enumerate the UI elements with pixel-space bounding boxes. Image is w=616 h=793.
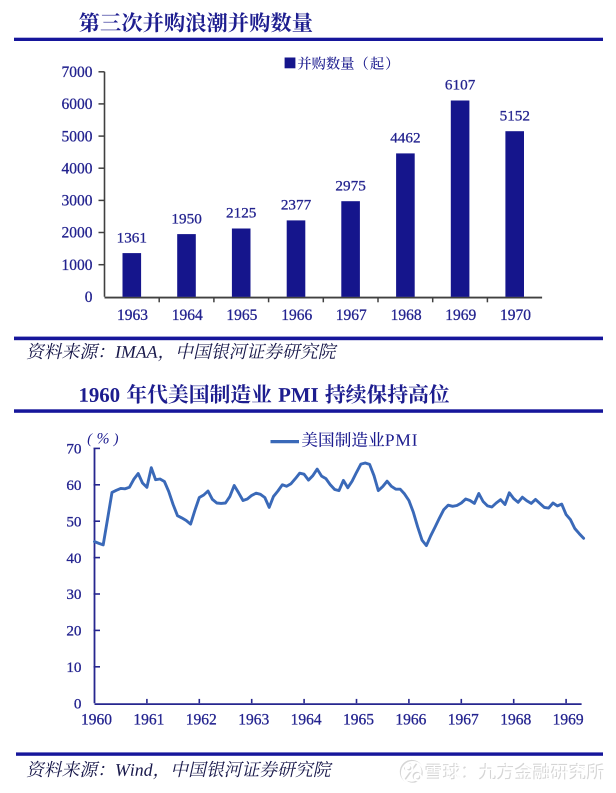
svg-text:1966: 1966: [281, 307, 312, 324]
svg-text:5152: 5152: [500, 107, 530, 124]
svg-text:20: 20: [66, 623, 82, 640]
svg-text:1960: 1960: [81, 712, 112, 729]
svg-text:1964: 1964: [291, 712, 322, 729]
svg-text:2975: 2975: [335, 177, 365, 194]
svg-text:1969: 1969: [445, 307, 476, 324]
svg-text:1963: 1963: [238, 712, 269, 729]
svg-text:1970: 1970: [500, 307, 531, 324]
svg-text:40: 40: [66, 550, 82, 567]
svg-text:1967: 1967: [448, 712, 479, 729]
svg-text:4462: 4462: [390, 130, 420, 147]
svg-text:4000: 4000: [62, 160, 93, 177]
svg-text:0: 0: [85, 289, 93, 306]
svg-text:1361: 1361: [117, 229, 147, 246]
svg-text:10: 10: [66, 659, 82, 676]
svg-text:1950: 1950: [171, 210, 202, 227]
svg-text:6000: 6000: [62, 96, 93, 113]
svg-text:50: 50: [66, 513, 82, 530]
svg-text:6107: 6107: [445, 77, 476, 94]
svg-text:30: 30: [66, 586, 82, 603]
svg-text:2125: 2125: [226, 205, 256, 222]
svg-text:1965: 1965: [226, 307, 257, 324]
svg-text:1963: 1963: [117, 307, 148, 324]
svg-text:1969: 1969: [553, 712, 584, 729]
svg-text:3000: 3000: [62, 193, 93, 210]
svg-text:1962: 1962: [186, 712, 217, 729]
svg-text:2377: 2377: [281, 197, 312, 214]
svg-text:1968: 1968: [500, 712, 531, 729]
svg-text:1968: 1968: [391, 307, 422, 324]
svg-text:2000: 2000: [62, 225, 93, 242]
svg-text:60: 60: [66, 477, 82, 494]
svg-text:1961: 1961: [133, 712, 164, 729]
svg-text:0: 0: [74, 695, 82, 712]
svg-text:1966: 1966: [395, 712, 426, 729]
svg-text:7000: 7000: [62, 64, 93, 81]
svg-text:1964: 1964: [172, 307, 203, 324]
svg-text:5000: 5000: [62, 128, 93, 145]
svg-text:1000: 1000: [62, 257, 93, 274]
svg-text:1967: 1967: [336, 307, 367, 324]
svg-text:70: 70: [66, 441, 82, 458]
svg-text:1965: 1965: [343, 712, 374, 729]
